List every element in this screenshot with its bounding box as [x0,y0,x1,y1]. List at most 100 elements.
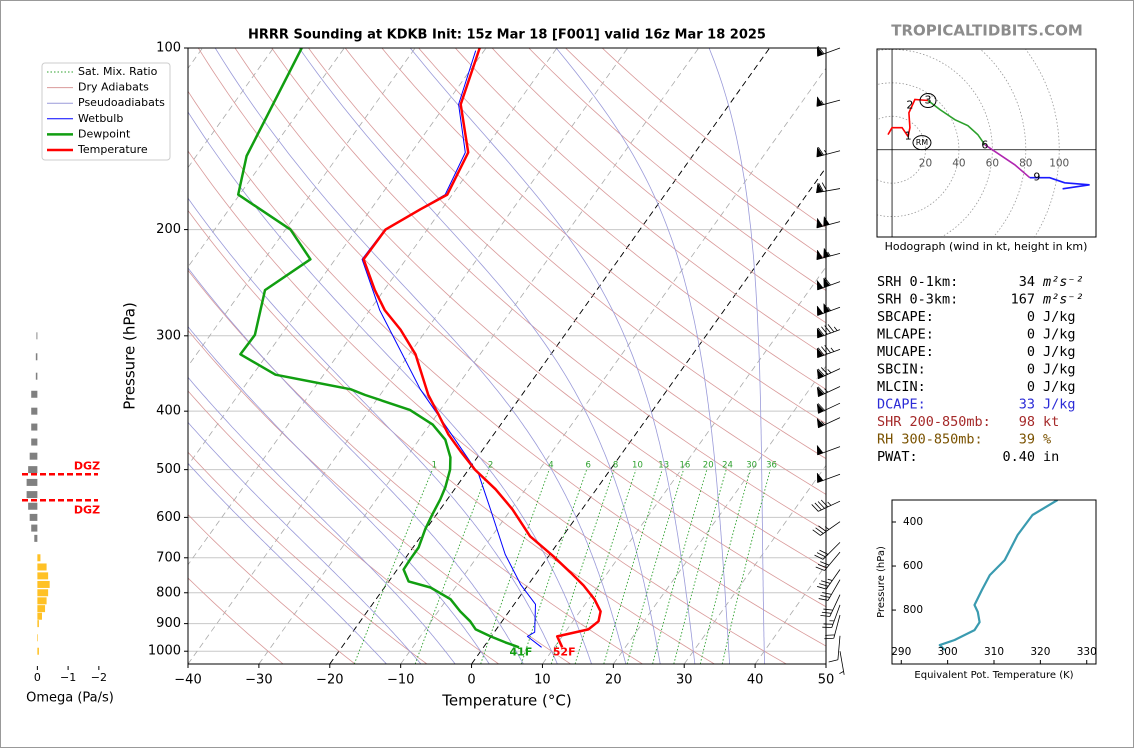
thetae-y-tick-label: 800 [903,604,923,616]
barb-shaft [817,367,841,380]
barb-pennant [816,96,824,107]
pseudoadiabat [188,376,456,664]
index-unit: J/kg [1043,379,1076,395]
dry-adiabat [234,48,826,569]
mixing-ratio-line [603,469,663,664]
barb-pennant [816,327,824,339]
omega-bar [26,478,38,486]
watermark: TROPICALTIDBITS.COM [891,22,1083,40]
index-value: 39 [1019,432,1035,448]
barb-pennant [816,146,824,158]
hodograph-segment [927,99,986,146]
omega-bar [31,524,38,532]
thetae-y-tick-label: 600 [903,560,923,572]
x-tick-label: −30 [245,673,272,688]
mixing-ratio-label: 24 [722,461,733,471]
wind-barb [839,651,845,675]
index-unit: in [1043,449,1059,465]
index-unit: J/kg [1043,309,1076,325]
y-tick-label: 400 [156,404,181,419]
y-tick-label: 1000 [148,644,181,659]
dry-adiabat [528,48,826,291]
y-tick-label: 500 [156,462,181,477]
wind-barb [812,521,841,536]
wind-barb [816,386,841,397]
hodograph-label: 2 [906,99,913,112]
plot-frame [187,47,827,665]
omega-bar [37,597,47,605]
x-tick-label: 10 [534,673,551,688]
wind-barb [822,604,841,628]
wind-barb [815,551,841,571]
pseudoadiabat [188,421,422,664]
x-tick-label: 20 [605,673,622,688]
wind-barb [818,579,841,601]
mixing-ratio-label: 30 [746,461,757,471]
index-value: 33 [1019,397,1035,413]
dry-adiabat [197,48,826,608]
isotherm [188,48,416,367]
hodograph-tick-label: 80 [1019,158,1032,170]
mixing-ratio-label: 1 [432,461,437,471]
index-label: DCAPE: [877,397,926,413]
index-value: 0.40 [1002,449,1035,465]
index-value: 0 [1027,379,1035,395]
hodograph-label-circle [912,135,932,151]
hodograph-tick-label: 40 [952,158,965,170]
surface-label: 41F [510,645,533,658]
barb-pennant [816,182,823,194]
barb-pennant [816,247,830,260]
dry-adiabat [344,48,826,460]
omega-bar [28,466,38,474]
barb-pennant [816,302,831,316]
mixing-ratio-label: 4 [548,461,553,471]
dry-adiabat [381,48,826,425]
hodograph-label: RM [916,138,929,147]
index-unit: J/kg [1043,344,1076,360]
mixing-ratio-line [574,469,637,664]
index-value: 0 [1027,362,1035,378]
hodograph-label: 1 [905,130,912,143]
barb-shaft [828,635,841,663]
index-label: MLCIN: [877,379,926,395]
omega-bar [36,332,38,340]
index-unit: % [1043,432,1051,448]
hodograph-segment [907,98,929,137]
wind-barb [820,594,841,617]
barb-shaft [812,521,841,536]
index-unit: m²s⁻² [1042,292,1084,308]
y-axis-label: Pressure (hPa) [121,302,139,410]
isotherm [188,48,345,268]
x-tick-label: 30 [676,673,693,688]
barb-shaft [839,651,845,675]
y-tick-label: 300 [156,328,181,343]
wind-barb [816,444,841,456]
barb-pennant [816,277,831,291]
omega-x-tick-label: −2 [91,671,107,684]
isotherm-highlight [329,48,770,664]
legend-label: Dewpoint [78,127,131,140]
wind-barb [824,614,841,640]
barb-shaft [817,345,841,359]
omega-bar [26,491,38,499]
omega-x-tick-label: 0 [34,671,41,684]
barb-pennant [816,347,824,358]
legend-label: Wetbulb [78,112,123,125]
omega-bar [31,438,38,446]
x-tick-label: −20 [316,673,343,688]
index-value: 98 [1019,414,1035,430]
y-tick-label: 200 [156,222,181,237]
hodograph-plot [877,49,1096,237]
mixing-ratio-label: 2 [488,461,493,471]
thetae-y-tick-label: 400 [903,516,923,528]
x-tick-label: −40 [174,673,201,688]
index-label: SHR 200-850mb: [877,414,991,430]
barb-pennant [816,215,830,229]
index-label: SBCAPE: [877,309,934,325]
wind-barb [814,542,841,560]
index-label: SRH 0-1km: [877,274,958,290]
pseudoadiabat [188,267,524,664]
barb-pennant [816,386,825,397]
x-tick-label: −10 [387,673,414,688]
